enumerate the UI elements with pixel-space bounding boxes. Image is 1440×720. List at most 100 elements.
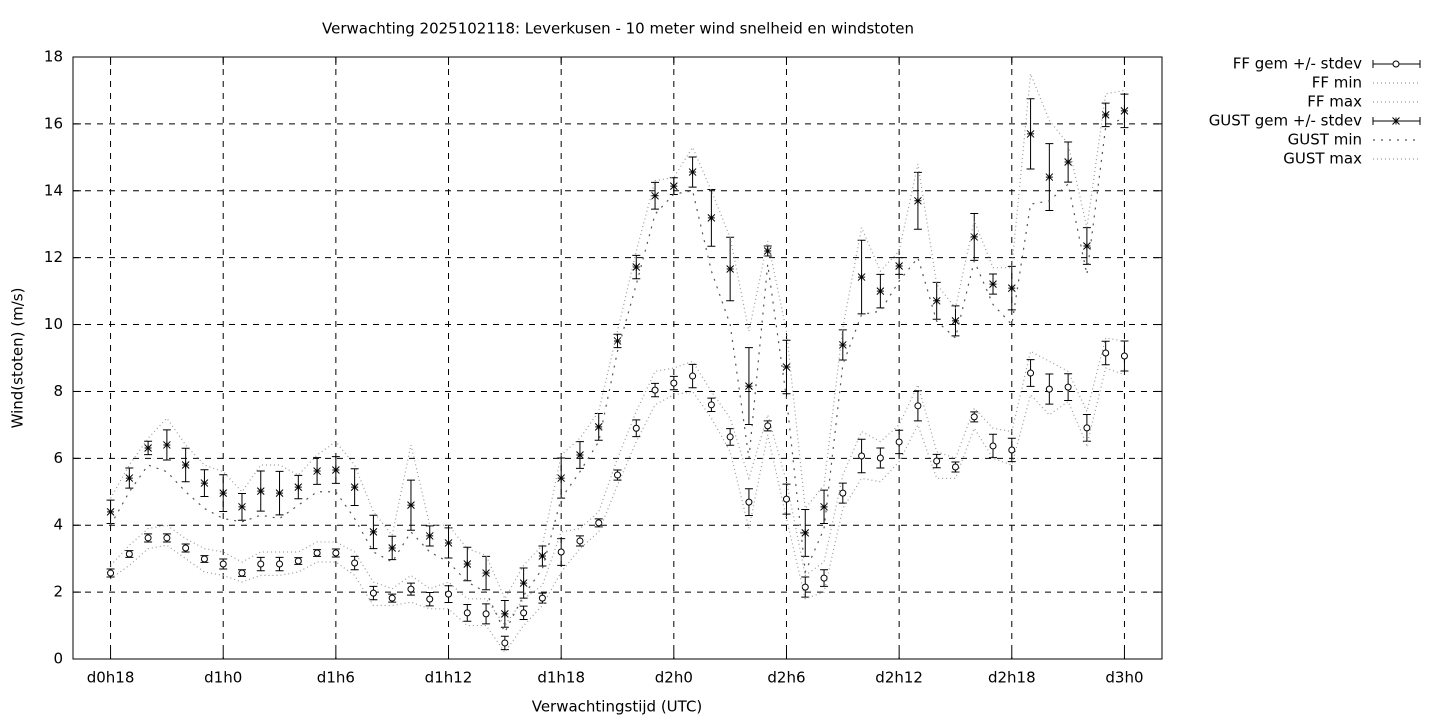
marker [707,401,715,409]
error-bar [613,333,622,349]
error-bar [707,188,716,247]
legend-label: FF min [1312,74,1362,92]
marker [219,489,228,497]
error-bar [313,457,322,485]
marker [351,559,359,567]
error-bar [1026,359,1035,387]
marker [1083,424,1091,432]
marker [181,461,190,469]
legend-sample [1372,60,1421,68]
marker [106,507,115,516]
error-bar [369,585,378,601]
marker [519,579,528,587]
error-bar [594,413,603,441]
marker [163,534,171,542]
legend-label: GUST min [1288,131,1362,149]
y-tick-label: 16 [44,114,63,132]
marker [745,498,753,506]
marker [350,483,359,491]
error-bar [782,483,791,515]
error-bar [669,375,678,391]
error-bar [219,474,228,513]
x-tick-label: d0h18 [87,669,135,687]
y-tick-label: 2 [53,583,63,601]
marker [726,265,735,273]
error-bar [200,469,209,497]
marker [1392,60,1400,68]
error-bar [970,213,979,261]
marker [463,609,471,617]
error-bar [895,429,904,455]
error-bar [669,177,678,195]
error-bar [106,568,115,578]
marker [726,433,734,441]
error-bar [913,171,922,230]
marker [407,585,415,593]
error-bar [763,420,772,432]
marker [951,317,960,325]
marker [914,402,922,410]
marker [388,544,397,552]
error-bar [613,469,622,481]
marker [276,560,284,568]
x-tick-label: d2h0 [655,669,693,687]
x-tick-label: d1h12 [425,669,473,687]
marker [238,569,246,577]
error-bar [557,538,566,566]
error-bar [575,441,584,469]
marker [501,639,509,647]
y-tick-label: 4 [53,516,63,534]
error-bar [801,509,810,557]
marker [500,609,509,618]
marker [200,479,209,487]
error-bar [876,273,885,309]
marker [745,382,753,390]
marker [125,474,134,482]
error-bar [538,592,547,604]
marker [107,569,115,577]
error-bar [519,567,528,599]
marker [820,502,828,511]
marker [1045,385,1053,393]
legend-label: GUST max [1283,150,1362,168]
error-bar [651,382,660,398]
marker [557,548,565,556]
marker [1007,284,1016,292]
error-bar [801,576,810,598]
marker [970,233,979,241]
error-bar [331,456,340,484]
error-bar [294,557,303,565]
marker [163,441,171,449]
error-bar [256,470,265,512]
marker [463,560,472,568]
error-bar [181,543,190,553]
error-bar [425,525,434,547]
marker [1120,352,1128,360]
error-bar [350,468,359,506]
plot-frame [72,56,1163,660]
error-bar [932,453,941,469]
x-tick-label: d1h6 [317,669,355,687]
marker [651,386,659,394]
error-bar [707,397,716,413]
error-bar [688,156,697,188]
marker [256,487,265,495]
x-axis-label: Verwachtingstijd (UTC) [532,698,703,716]
y-tick-label: 6 [53,449,63,467]
x-tick-label: d1h18 [537,669,585,687]
line [110,367,1125,654]
error-bar [500,635,509,651]
error-bar [200,555,209,563]
marker [576,537,584,545]
marker [257,560,265,568]
error-bar [237,569,246,577]
marker [614,471,621,479]
error-bar [782,339,791,395]
marker [933,457,941,465]
marker [557,474,566,482]
marker [839,489,847,497]
x-tick-label: d3h0 [1105,669,1143,687]
marker [444,539,453,547]
y-tick-label: 18 [44,48,63,66]
error-bar [632,419,641,438]
